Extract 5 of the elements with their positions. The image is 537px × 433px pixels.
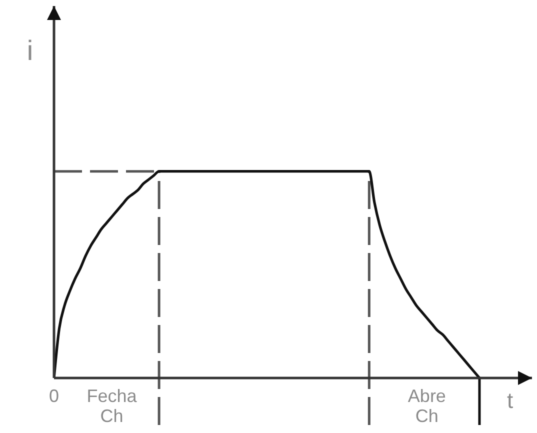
y-axis-title: i [26, 35, 34, 66]
x-tick-label: Abre Ch [408, 386, 446, 426]
x-tick-label: 0 [48, 386, 60, 406]
x-axis-title: t [506, 388, 514, 413]
x-tick-label: Fecha Ch [86, 386, 138, 426]
